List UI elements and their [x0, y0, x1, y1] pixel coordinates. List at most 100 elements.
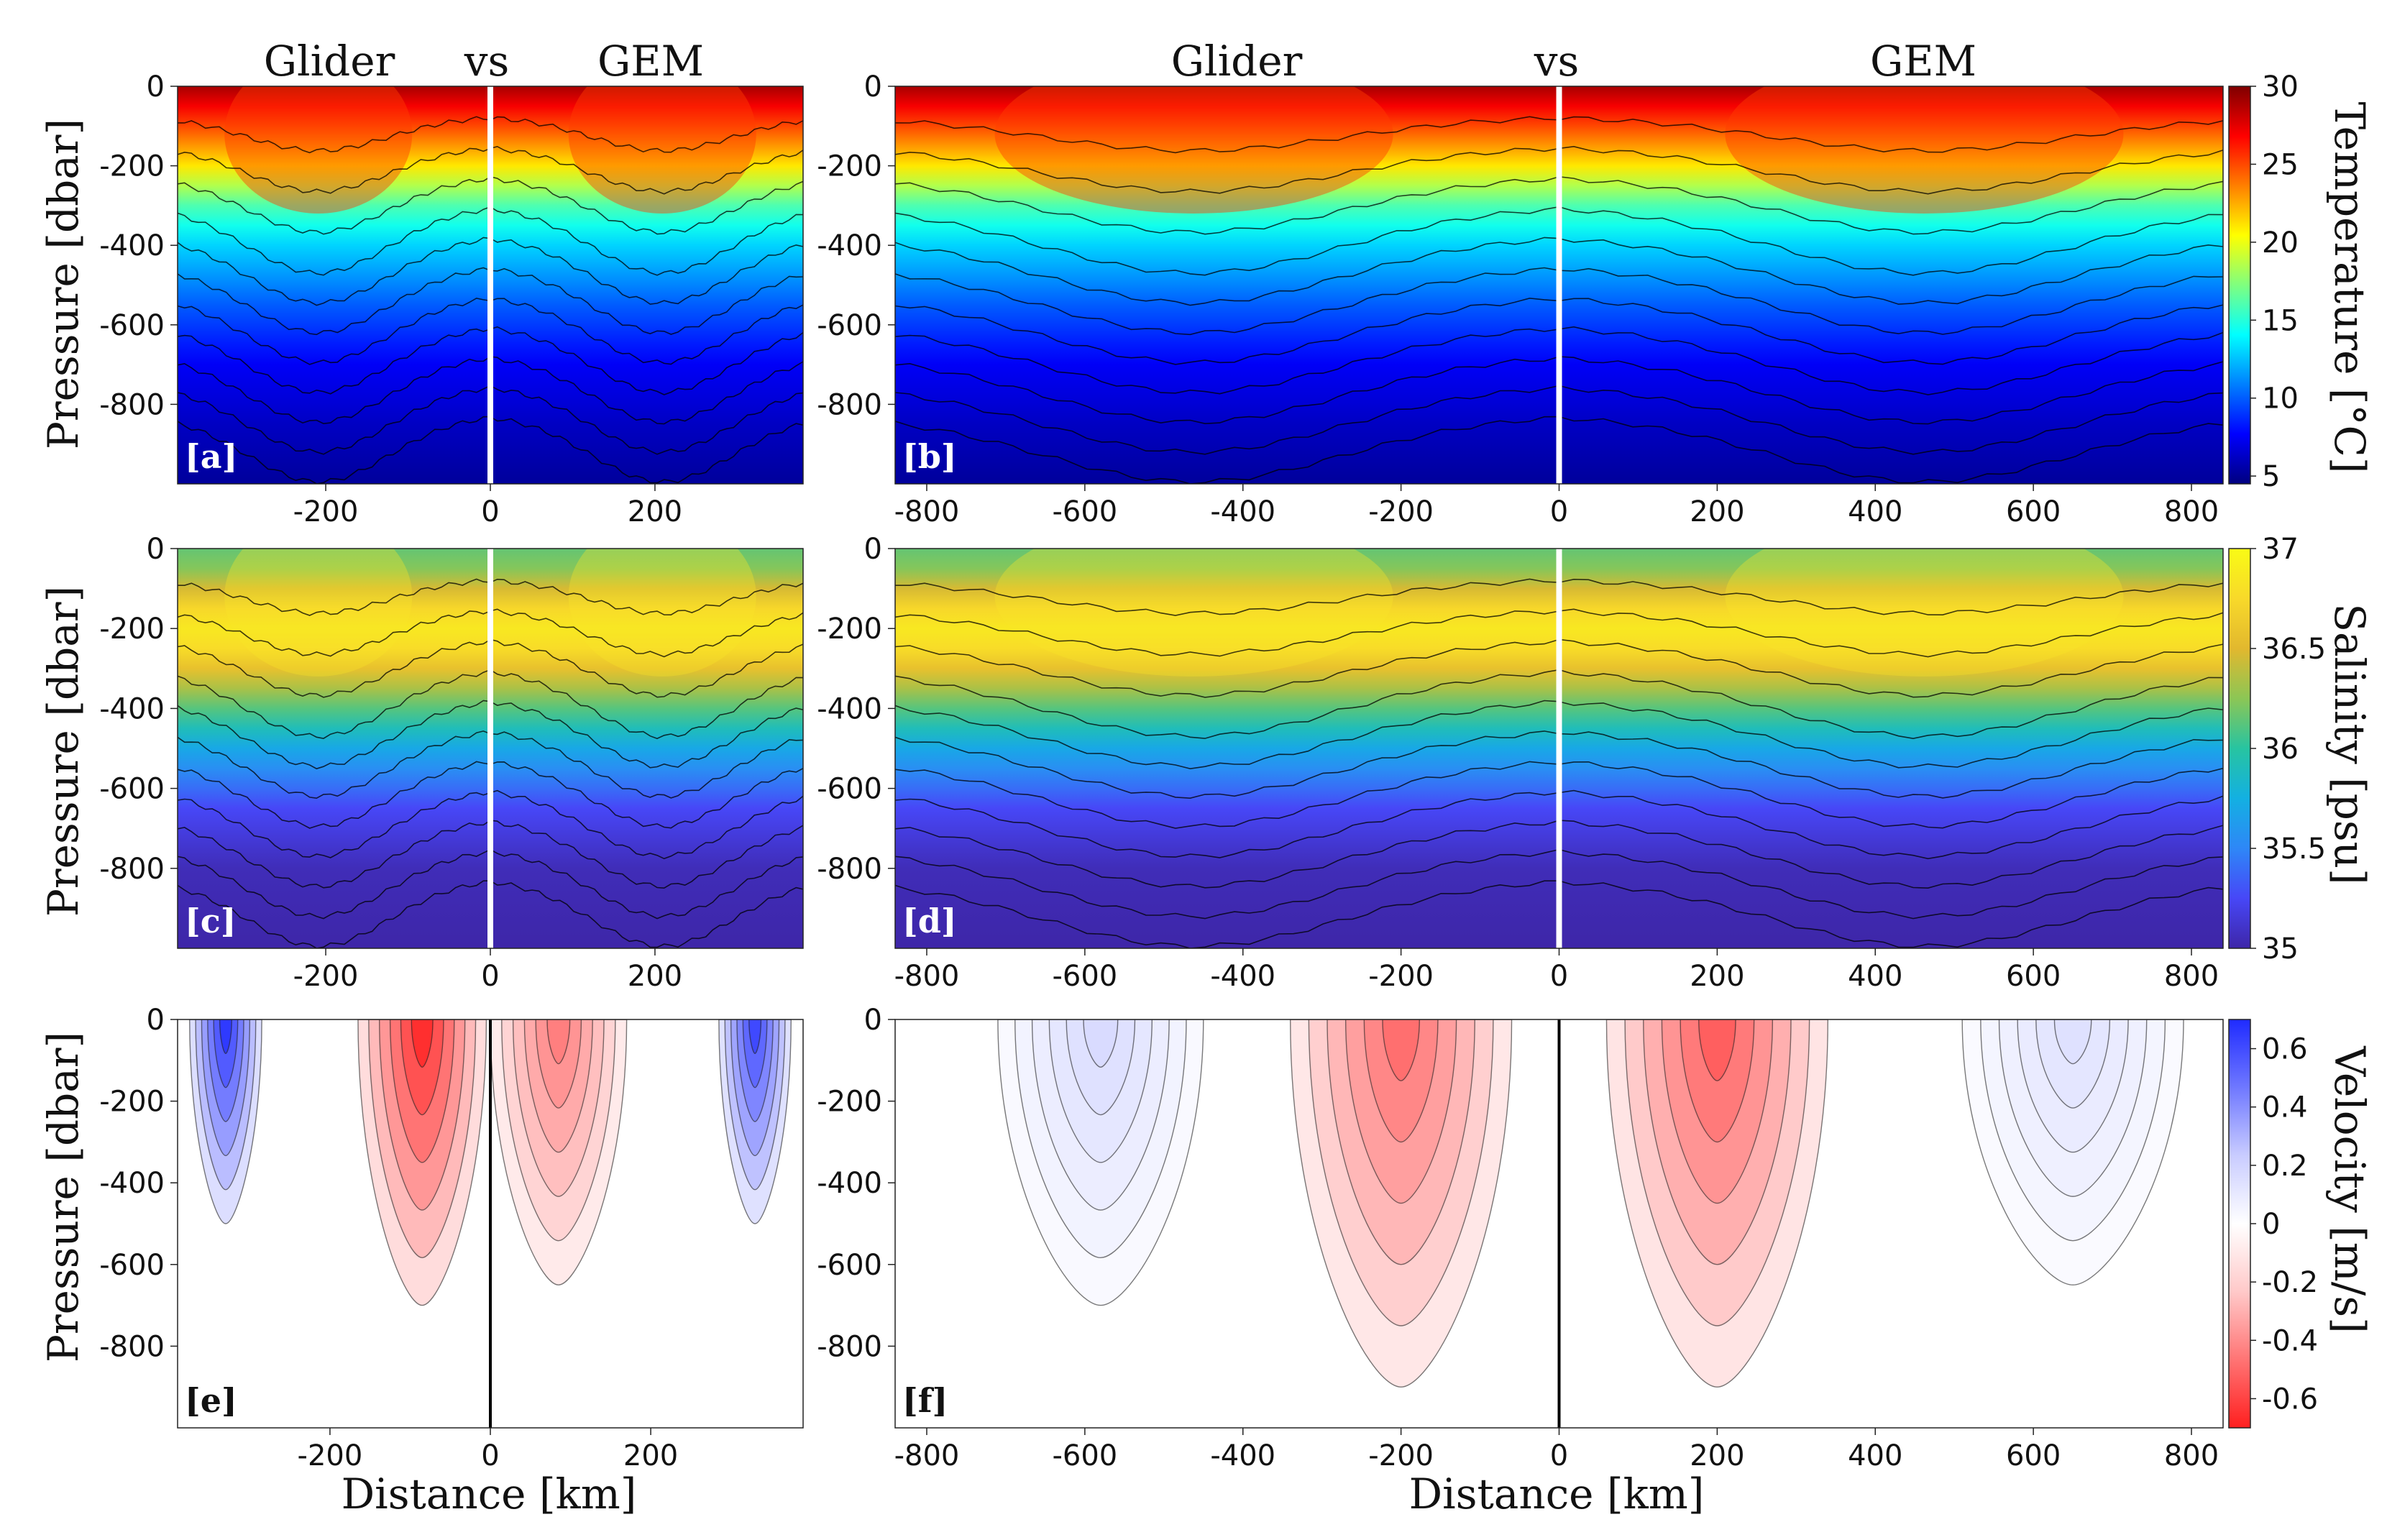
- header-right-gem: GEM: [1870, 37, 1976, 86]
- colorbar-tick-label-1: 37: [2262, 533, 2299, 566]
- ytick-label-e: -200: [99, 1086, 165, 1119]
- panel-a: 0 -200 -400 -600 -800 -200 0 200 [a]: [99, 70, 804, 528]
- jet-f-1: [1382, 1019, 1420, 1081]
- header-right-glider: Glider: [1171, 37, 1303, 86]
- panel-label-b: [b]: [902, 437, 957, 476]
- ytick-label-f: 0: [864, 1004, 882, 1037]
- xtick-label-d: -600: [1052, 960, 1117, 993]
- header-left-vs: vs: [464, 37, 510, 86]
- ytick-label-d: -400: [817, 692, 882, 725]
- xtick-label-f: 600: [2006, 1439, 2061, 1472]
- jet-f-2: [1698, 1019, 1736, 1081]
- xtick-label-c: -200: [293, 960, 359, 993]
- panel-label-f: [f]: [902, 1381, 948, 1420]
- ytick-label-e: -400: [99, 1167, 165, 1200]
- ytick-label-b: -600: [817, 309, 882, 342]
- colorbar-tick-label-2: 0.6: [2262, 1033, 2308, 1066]
- ytick-label-e: -800: [99, 1330, 165, 1363]
- ytick-label-f: -600: [817, 1249, 882, 1282]
- colorbar-tick-label-2: 0: [2262, 1208, 2280, 1241]
- ytick-label-c: 0: [147, 533, 165, 566]
- colorbar-2: 0.6 0.4 0.2 0 -0.2 -0.4 -0.6: [2228, 1019, 2318, 1429]
- colorbar-tick-label-0: 30: [2262, 70, 2299, 104]
- panel-f: 0 -200 -400 -600 -800 -800 -600 -400 -200 0 200 400…: [817, 1004, 2224, 1472]
- xtick-label-f: -800: [894, 1439, 960, 1472]
- ytick-label-a: -200: [99, 150, 165, 183]
- core-d-right: [1725, 549, 2124, 677]
- panel-c: 0 -200 -400 -600 -800 -200 0 200 [c]: [99, 533, 804, 993]
- header-right-vs: vs: [1534, 37, 1580, 86]
- colorbar-tick-label-0: 5: [2262, 460, 2280, 493]
- core-c-right: [568, 549, 756, 677]
- xtick-label-d: -200: [1368, 960, 1434, 993]
- colorbar-1: 35 35.5 36 36.5 37: [2228, 533, 2326, 966]
- core-b-right: [1725, 86, 2124, 214]
- xtick-label-b: -600: [1052, 495, 1117, 528]
- colorbar-tick-label-1: 35.5: [2262, 833, 2326, 866]
- xtick-label-b: 200: [1690, 495, 1744, 528]
- ylabel-row-3: Pressure [dbar]: [39, 1032, 88, 1362]
- xtick-label-f: 800: [2164, 1439, 2219, 1472]
- ytick-label-a: -800: [99, 388, 165, 421]
- jet-e-1: [411, 1019, 434, 1068]
- xtick-label-d: 0: [1550, 960, 1568, 993]
- xtick-label-f: -600: [1052, 1439, 1117, 1472]
- xtick-label-b: -800: [894, 495, 960, 528]
- xtick-label-a: -200: [293, 495, 359, 528]
- panel-b: 0 -200 -400 -600 -800 -800 -600 -400 -200 0 200 400…: [817, 70, 2224, 528]
- xtick-label-e: -200: [298, 1439, 363, 1472]
- xtick-label-a: 200: [628, 495, 682, 528]
- ytick-label-a: -600: [99, 309, 165, 342]
- ytick-label-c: -200: [99, 613, 165, 646]
- colorbar-title-salinity: Salinity [psu]: [2325, 603, 2374, 884]
- xtick-label-d: -800: [894, 960, 960, 993]
- colorbar-tick-label-0: 20: [2262, 226, 2299, 260]
- ylabel-row-2: Pressure [dbar]: [39, 586, 88, 917]
- colorbar-tick-label-0: 10: [2262, 382, 2299, 416]
- xtick-label-f: 400: [1848, 1439, 1902, 1472]
- colorbar-tick-label-0: 25: [2262, 148, 2299, 181]
- xtick-label-b: -400: [1210, 495, 1275, 528]
- xtick-label-f: -200: [1368, 1439, 1434, 1472]
- jet-f-3: [2053, 1019, 2092, 1065]
- panel-e: 0 -200 -400 -600 -800 -200 0 200 [e]: [99, 1004, 804, 1472]
- jet-e-0: [219, 1019, 232, 1055]
- xtick-label-f: 0: [1550, 1439, 1568, 1472]
- xtick-label-c: 0: [481, 960, 499, 993]
- colorbar-tick-label-1: 35: [2262, 932, 2299, 966]
- xtick-label-f: 200: [1690, 1439, 1744, 1472]
- jet-e-3: [748, 1019, 762, 1055]
- colorbar-gradient-2: [2228, 1019, 2251, 1429]
- xtick-label-f: -400: [1210, 1439, 1275, 1472]
- ytick-label-f: -800: [817, 1330, 882, 1363]
- xtick-label-b: 0: [1550, 495, 1568, 528]
- jet-e-2: [546, 1019, 571, 1065]
- xtick-label-c: 200: [628, 960, 682, 993]
- ytick-label-c: -800: [99, 853, 165, 886]
- ytick-label-d: -200: [817, 613, 882, 646]
- panel-label-d: [d]: [902, 902, 957, 940]
- panel-label-e: [e]: [185, 1381, 237, 1420]
- panel-label-c: [c]: [185, 902, 237, 940]
- colorbar-tick-label-2: -0.6: [2262, 1383, 2318, 1416]
- ytick-label-f: -400: [817, 1167, 882, 1200]
- colorbar-tick-label-2: 0.4: [2262, 1091, 2308, 1124]
- ytick-label-f: -200: [817, 1086, 882, 1119]
- ytick-label-d: -800: [817, 853, 882, 886]
- panel-label-a: [a]: [185, 437, 237, 476]
- colorbar-gradient-0: [2228, 86, 2251, 485]
- ytick-label-d: 0: [864, 533, 882, 566]
- xtick-label-d: 400: [1848, 960, 1902, 993]
- xtick-label-a: 0: [481, 495, 499, 528]
- panel-d: 0 -200 -400 -600 -800 -800 -600 -400 -200 0 200 400…: [817, 533, 2224, 993]
- jet-f-0: [1083, 1019, 1119, 1068]
- xlabel-left: Distance [km]: [342, 1470, 637, 1518]
- xtick-label-b: 600: [2006, 495, 2061, 528]
- colorbar-title-temperature: Temperature [°C]: [2325, 101, 2374, 473]
- ytick-label-b: -200: [817, 150, 882, 183]
- ytick-label-e: 0: [147, 1004, 165, 1037]
- colorbar-tick-label-2: -0.4: [2262, 1324, 2318, 1357]
- ytick-label-a: -400: [99, 229, 165, 262]
- xtick-label-b: 400: [1848, 495, 1902, 528]
- colorbar-tick-label-2: 0.2: [2262, 1150, 2308, 1183]
